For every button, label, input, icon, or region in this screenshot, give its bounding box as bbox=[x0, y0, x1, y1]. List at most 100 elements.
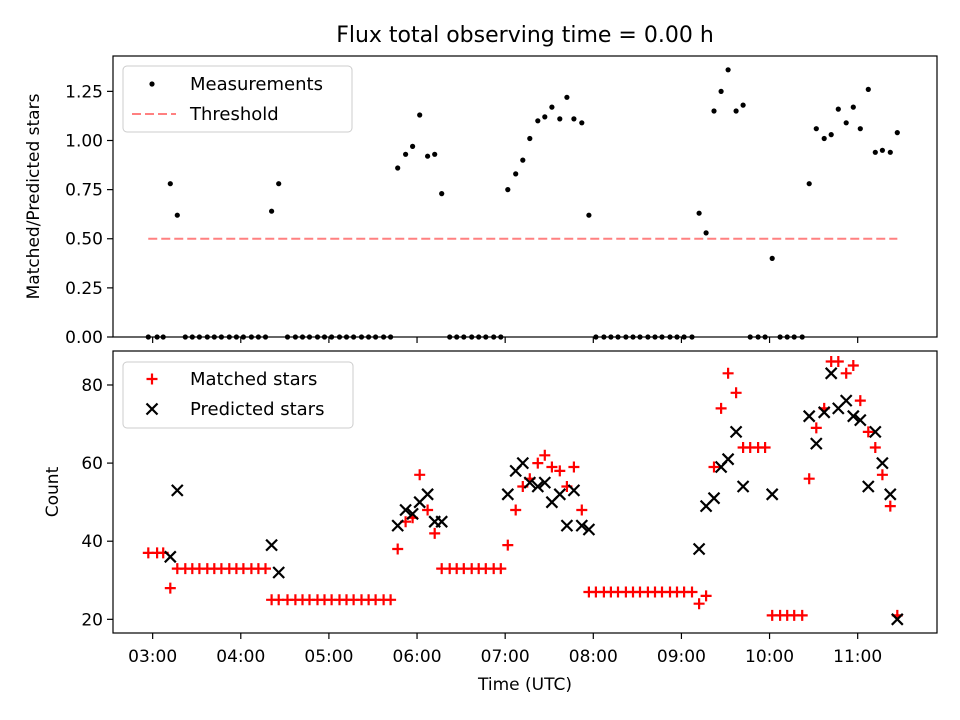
predicted-star-point bbox=[824, 367, 838, 380]
measurement-point bbox=[843, 120, 849, 126]
matched-star-point bbox=[414, 469, 426, 481]
matched-star-point bbox=[686, 586, 698, 598]
predicted-star-point bbox=[560, 519, 574, 532]
matched-star-point bbox=[854, 395, 866, 407]
matched-star-point bbox=[546, 461, 558, 473]
matched-star-point bbox=[392, 543, 404, 555]
predicted-star-point bbox=[817, 406, 831, 419]
matched-star-point bbox=[576, 504, 588, 516]
measurement-point bbox=[167, 181, 173, 187]
predicted-star-point bbox=[553, 488, 567, 501]
predicted-star-point bbox=[523, 476, 537, 489]
predicted-star-point bbox=[862, 480, 875, 493]
ratio-y-axis-label: Matched/Predicted stars bbox=[24, 93, 44, 299]
count-legend: Matched stars Predicted stars bbox=[122, 361, 354, 429]
measurement-point bbox=[520, 157, 526, 163]
predicted-star-point bbox=[567, 484, 581, 497]
measurement-point bbox=[174, 212, 180, 218]
ratio-y-tick-label: 0.25 bbox=[65, 279, 103, 299]
matched-stars-legend-label: Matched stars bbox=[190, 369, 317, 390]
matched-star-point bbox=[796, 609, 808, 621]
predicted-star-point bbox=[802, 409, 816, 423]
count-y-tick-label: 80 bbox=[81, 376, 103, 396]
measurement-point bbox=[557, 116, 563, 122]
matched-star-point bbox=[532, 457, 544, 469]
matched-stars-legend-marker bbox=[146, 373, 158, 385]
measurement-point bbox=[733, 108, 739, 114]
predicted-star-point bbox=[531, 480, 545, 493]
count-legend-box bbox=[122, 361, 354, 429]
ratio-y-tick-label: 1.25 bbox=[65, 82, 103, 102]
measurement-point bbox=[564, 94, 570, 100]
ratio-legend: Measurements Threshold bbox=[122, 65, 353, 133]
predicted-star-point bbox=[391, 519, 404, 532]
matched-star-point bbox=[722, 367, 734, 379]
predicted-star-point bbox=[869, 425, 882, 439]
matched-star-point bbox=[164, 582, 176, 594]
chart-title: Flux total observing time = 0.00 h bbox=[336, 23, 714, 48]
measurement-point bbox=[527, 135, 533, 142]
matched-star-point bbox=[708, 461, 720, 473]
predicted-star-point bbox=[582, 523, 596, 536]
ratio-legend-box bbox=[122, 65, 353, 133]
predicted-star-point bbox=[854, 413, 867, 427]
count-y-tick-label: 20 bbox=[81, 610, 103, 630]
measurement-point bbox=[439, 191, 445, 197]
measurement-point bbox=[813, 126, 819, 132]
predicted-star-point bbox=[839, 394, 853, 407]
count-x-tick-label: 05:00 bbox=[304, 647, 353, 667]
measurement-point bbox=[571, 116, 577, 122]
threshold-legend-label: Threshold bbox=[189, 104, 279, 125]
predicted-star-point bbox=[736, 480, 750, 493]
measurement-point bbox=[835, 106, 841, 112]
measurement-point bbox=[887, 149, 893, 155]
matched-star-point bbox=[495, 563, 507, 575]
matched-star-point bbox=[502, 539, 514, 551]
matched-star-point bbox=[385, 594, 397, 606]
count-x-tick-label: 08:00 bbox=[569, 647, 618, 667]
measurement-point bbox=[586, 212, 592, 218]
measurement-point bbox=[276, 181, 282, 187]
count-y-tick-label: 40 bbox=[81, 532, 103, 552]
ratio-x-ticks bbox=[152, 337, 859, 343]
predicted-star-point bbox=[810, 437, 823, 450]
predicted-star-point bbox=[575, 519, 589, 532]
measurement-point bbox=[425, 153, 431, 159]
matched-star-point bbox=[730, 387, 742, 399]
ratio-axes-frame bbox=[112, 55, 938, 338]
matched-star-point bbox=[510, 504, 522, 516]
predicted-star-point bbox=[171, 484, 184, 497]
matched-star-point bbox=[539, 449, 551, 461]
measurement-point bbox=[894, 130, 900, 136]
matched-star-point bbox=[693, 598, 705, 610]
count-y-axis-label: Count bbox=[43, 466, 63, 517]
predicted-star-point bbox=[721, 452, 735, 466]
ratio-y-ticks: 0.00 0.25 0.50 0.75 1.00 1.25 bbox=[65, 82, 113, 348]
count-x-tick-label: 06:00 bbox=[393, 647, 442, 667]
count-x-tick-label: 07:00 bbox=[481, 647, 530, 667]
measurement-point bbox=[535, 118, 541, 124]
measurement-point bbox=[696, 210, 702, 216]
measurement-point bbox=[579, 120, 585, 126]
matched-star-point bbox=[884, 500, 896, 512]
matched-star-point bbox=[715, 402, 727, 414]
measurement-point bbox=[879, 147, 886, 153]
matched-star-point bbox=[869, 442, 881, 453]
measurements-legend-label: Measurements bbox=[190, 74, 323, 95]
measurement-point bbox=[505, 187, 511, 193]
ratio-y-tick-label: 1.00 bbox=[65, 131, 103, 151]
x-axis-label: Time (UTC) bbox=[477, 675, 572, 695]
count-x-tick-label: 09:00 bbox=[657, 647, 706, 667]
ratio-y-tick-label: 0.75 bbox=[65, 181, 103, 201]
measurement-point bbox=[549, 104, 555, 110]
matched-star-point bbox=[554, 465, 566, 477]
predicted-stars-legend-label: Predicted stars bbox=[190, 399, 324, 420]
ratio-panel: 0.00 0.25 0.50 0.75 1.00 1.25 Matched/Predict… bbox=[24, 55, 938, 348]
matched-star-point bbox=[429, 527, 441, 539]
ratio-y-tick-label: 0.00 bbox=[65, 328, 103, 348]
matched-star-point bbox=[876, 469, 888, 481]
predicted-star-point bbox=[538, 476, 552, 489]
measurement-point bbox=[403, 151, 409, 157]
measurement-point bbox=[872, 149, 878, 155]
measurement-point bbox=[269, 208, 275, 214]
